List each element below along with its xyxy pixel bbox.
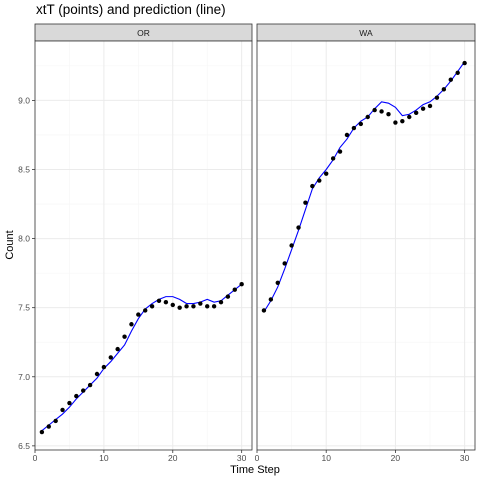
panel-background — [35, 41, 252, 450]
data-point — [211, 304, 217, 309]
data-point — [136, 312, 141, 317]
data-point — [296, 225, 301, 230]
facet-strip-label: OR — [137, 28, 150, 38]
data-point — [275, 280, 280, 286]
data-point — [74, 393, 79, 399]
data-point — [156, 298, 162, 303]
data-point — [386, 112, 391, 117]
data-point — [441, 87, 447, 92]
y-tick-label: 7.5 — [18, 303, 30, 313]
x-axis-title: Time Step — [230, 464, 280, 476]
y-tick-label: 9.0 — [18, 95, 30, 105]
data-point — [46, 424, 51, 429]
data-point — [170, 302, 175, 308]
panel-wa: WA 0 10 20 30 — [255, 23, 476, 463]
data-point — [94, 371, 100, 377]
x-tick-label: 30 — [237, 453, 247, 463]
data-point — [303, 200, 308, 205]
prediction-line — [263, 61, 466, 313]
data-point — [184, 304, 189, 309]
data-point — [268, 297, 274, 302]
panel-or: OR 0 10 20 30 6.5 7.0 7.5 8.0 8.5 9.0 — [18, 23, 253, 463]
x-tick-label: 0 — [33, 453, 38, 463]
y-tick-label: 6.5 — [18, 441, 30, 451]
data-point — [400, 118, 405, 124]
data-point — [60, 407, 65, 413]
y-axis-title: Count — [4, 230, 16, 259]
data-point — [413, 110, 419, 116]
data-point — [101, 364, 107, 370]
data-point — [310, 183, 315, 189]
data-point — [344, 132, 350, 138]
data-point — [407, 114, 412, 120]
data-point — [129, 322, 134, 327]
data-point — [282, 261, 287, 266]
data-point — [317, 178, 322, 183]
panel-border — [34, 40, 253, 451]
prediction-line — [41, 283, 243, 432]
data-point — [143, 308, 148, 313]
data-point — [420, 106, 426, 111]
facet-panels: OR 0 10 20 30 6.5 7.0 7.5 8.0 8.5 9.0 WA 0 10 20 30 — [18, 23, 476, 463]
data-point — [393, 120, 398, 125]
data-point — [330, 156, 336, 161]
data-point — [225, 294, 231, 299]
data-point — [324, 171, 329, 176]
x-tick-label: 20 — [391, 453, 401, 463]
y-tick-label: 8.0 — [18, 234, 30, 244]
data-point — [218, 299, 224, 305]
data-point — [379, 109, 384, 114]
data-point — [53, 418, 58, 424]
data-point — [81, 388, 86, 393]
data-point — [239, 281, 244, 287]
data-point — [87, 382, 93, 388]
data-point — [149, 304, 155, 309]
data-point — [122, 334, 127, 339]
data-point — [261, 308, 267, 313]
data-point — [115, 346, 120, 352]
facet-strip-label: WA — [359, 28, 373, 38]
data-point — [427, 103, 433, 109]
data-point — [351, 125, 357, 131]
y-tick-label: 8.5 — [18, 165, 30, 175]
data-point — [358, 121, 364, 127]
y-tick-label: 7.0 — [18, 372, 30, 382]
x-tick-label: 0 — [255, 453, 260, 463]
chart-title: xtT (points) and prediction (line) — [36, 2, 226, 17]
data-point — [434, 95, 440, 100]
data-point — [163, 299, 169, 305]
data-point — [365, 114, 370, 120]
data-point — [372, 107, 377, 113]
data-point — [39, 429, 45, 435]
data-point — [108, 355, 113, 360]
data-point — [455, 70, 460, 75]
data-point — [177, 305, 182, 310]
data-point — [289, 243, 294, 248]
panel-border — [256, 40, 476, 451]
data-point — [448, 77, 453, 82]
data-point — [337, 149, 343, 154]
x-tick-label: 20 — [168, 453, 178, 463]
data-point — [191, 304, 196, 309]
data-point — [205, 304, 210, 309]
data-point — [67, 400, 72, 406]
data-point — [232, 287, 237, 292]
x-tick-label: 10 — [99, 453, 109, 463]
x-tick-label: 30 — [460, 453, 470, 463]
data-point — [198, 301, 203, 306]
x-tick-label: 10 — [321, 453, 331, 463]
data-point — [462, 60, 467, 66]
